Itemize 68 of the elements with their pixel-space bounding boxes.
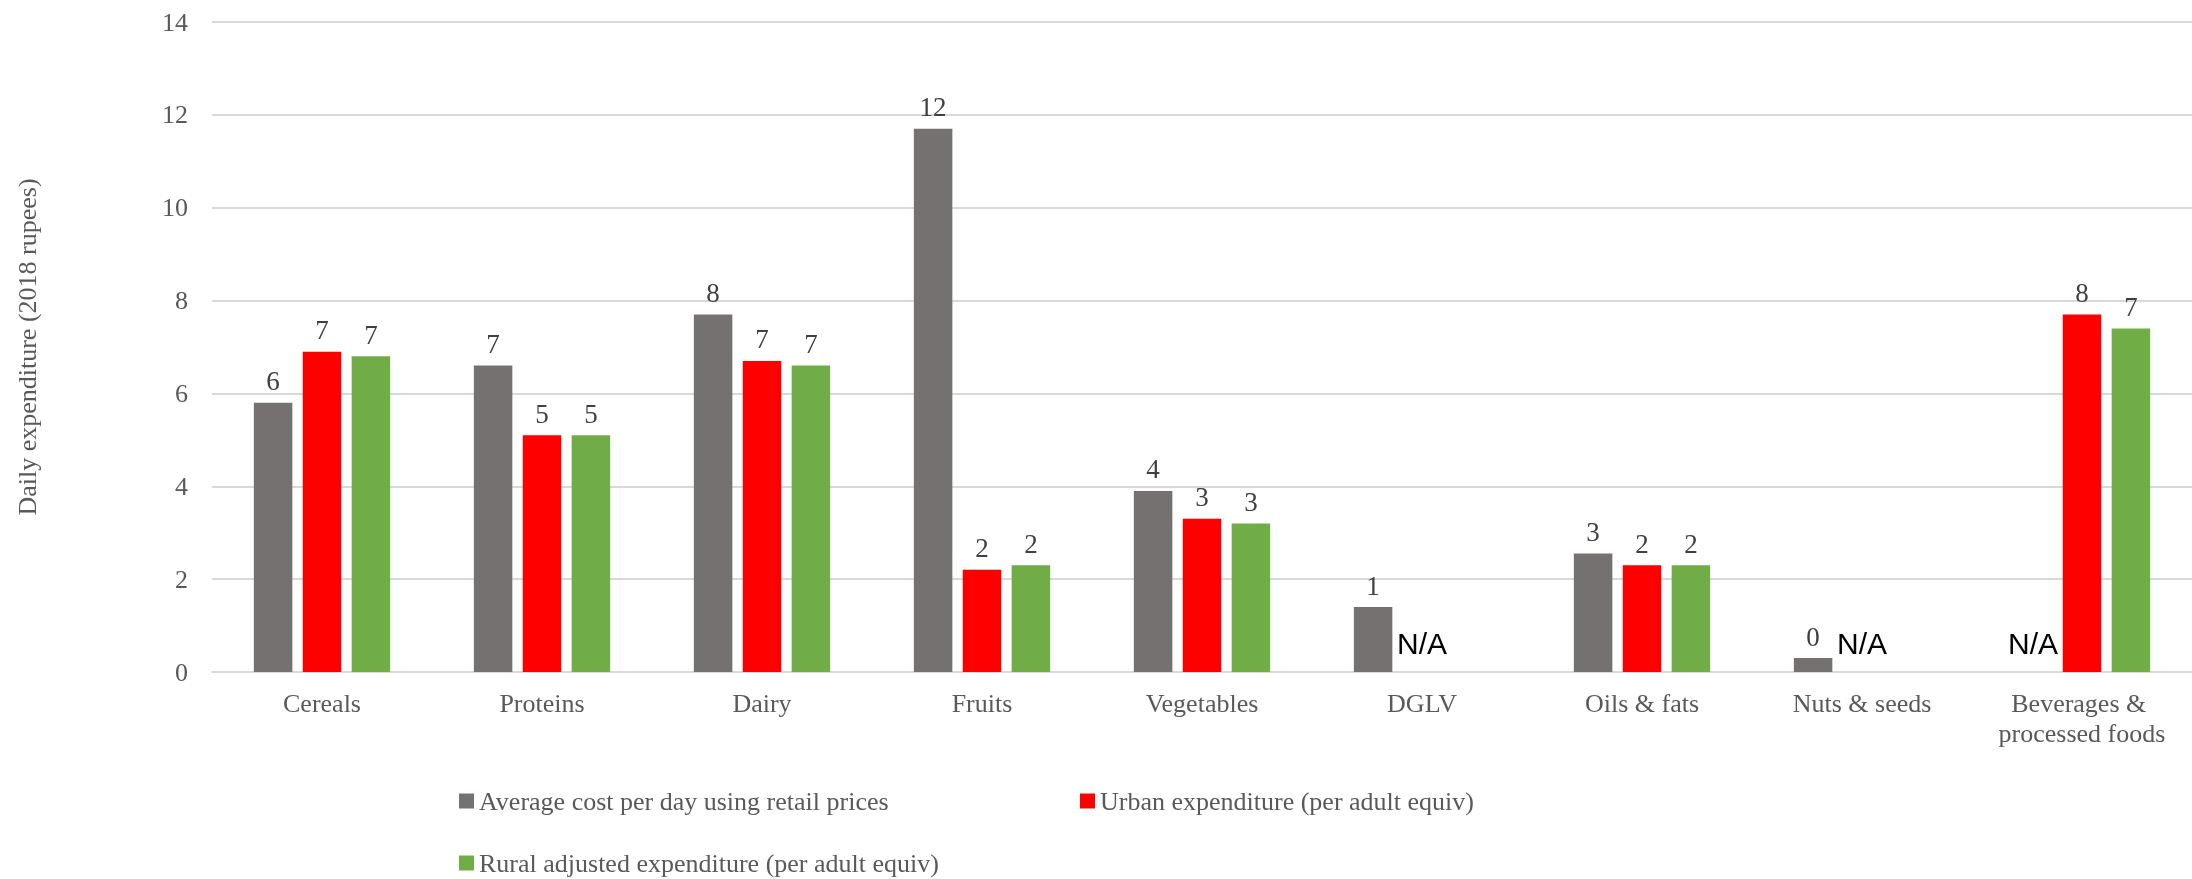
x-tick-label: Dairy bbox=[732, 688, 792, 718]
data-label: 6 bbox=[266, 366, 280, 397]
data-label: 7 bbox=[315, 315, 329, 346]
bar bbox=[522, 435, 562, 672]
data-label: 5 bbox=[584, 398, 598, 429]
bar bbox=[742, 360, 782, 672]
x-tick-label: Nuts & seeds bbox=[1792, 688, 1932, 718]
bar bbox=[693, 314, 733, 672]
bar bbox=[2111, 328, 2151, 672]
bar bbox=[1793, 658, 1833, 672]
y-tick-label: 0 bbox=[175, 657, 188, 687]
bar bbox=[962, 569, 1002, 672]
x-tick-label: Oils & fats bbox=[1584, 688, 1700, 718]
legend-label: Rural adjusted expenditure (per adult equiv) bbox=[479, 848, 939, 878]
bar bbox=[473, 365, 513, 672]
y-tick-label: 14 bbox=[162, 7, 188, 37]
data-label: 7 bbox=[755, 324, 769, 355]
y-tick-label: 10 bbox=[162, 193, 188, 223]
bar bbox=[253, 402, 293, 672]
bar bbox=[1231, 523, 1271, 672]
bar bbox=[1353, 607, 1393, 672]
data-label: 3 bbox=[1586, 517, 1600, 548]
text: N/A bbox=[1836, 626, 1888, 660]
bar bbox=[1011, 565, 1051, 672]
y-axis-title: Daily expenditure (2018 rupees) bbox=[12, 178, 42, 516]
x-tick-label: DGLV bbox=[1387, 688, 1458, 718]
data-label: 2 bbox=[975, 533, 989, 564]
data-label: 1 bbox=[1366, 570, 1380, 601]
bar bbox=[2062, 314, 2102, 672]
bar bbox=[1133, 490, 1173, 672]
x-tick-label: Vegetables bbox=[1145, 688, 1259, 718]
data-label: 3 bbox=[1195, 482, 1209, 513]
bar bbox=[1182, 518, 1222, 672]
text: N/A bbox=[1396, 626, 1448, 660]
text: N/A bbox=[2008, 626, 2059, 660]
bar bbox=[913, 128, 953, 672]
data-label: 2 bbox=[1684, 528, 1698, 559]
bar bbox=[1573, 553, 1613, 672]
legend-label: Urban expenditure (per adult equiv) bbox=[1100, 786, 1474, 816]
x-tick-label: Fruits bbox=[951, 688, 1013, 718]
y-tick-label: 12 bbox=[162, 100, 188, 130]
data-label: 12 bbox=[919, 92, 947, 123]
bar bbox=[571, 435, 611, 672]
data-label: 2 bbox=[1635, 528, 1649, 559]
data-label: 7 bbox=[2124, 291, 2138, 322]
data-label: 0 bbox=[1806, 621, 1820, 652]
data-label: 2 bbox=[1024, 528, 1038, 559]
y-tick-label: 2 bbox=[175, 564, 188, 594]
y-tick-label: 6 bbox=[175, 378, 188, 408]
bar bbox=[1622, 565, 1662, 672]
bar bbox=[302, 351, 342, 672]
bar bbox=[351, 356, 391, 672]
x-tick-label: Beverages & processed foods bbox=[1998, 688, 2166, 748]
data-label: 3 bbox=[1244, 486, 1258, 517]
data-label: 7 bbox=[804, 329, 818, 360]
x-tick-label: Cereals bbox=[283, 688, 361, 718]
bar bbox=[791, 365, 831, 672]
y-tick-label: 8 bbox=[175, 286, 188, 316]
data-label: 5 bbox=[535, 398, 549, 429]
data-label: 8 bbox=[2075, 278, 2089, 308]
data-label: 4 bbox=[1146, 454, 1161, 485]
data-label: 7 bbox=[486, 329, 500, 360]
bar bbox=[1671, 565, 1711, 672]
legend-label: Average cost per day using retail prices bbox=[479, 786, 889, 816]
data-label: 8 bbox=[706, 278, 720, 308]
data-label: 7 bbox=[364, 319, 378, 350]
x-tick-label: Proteins bbox=[499, 688, 585, 718]
y-tick-label: 4 bbox=[175, 471, 188, 501]
